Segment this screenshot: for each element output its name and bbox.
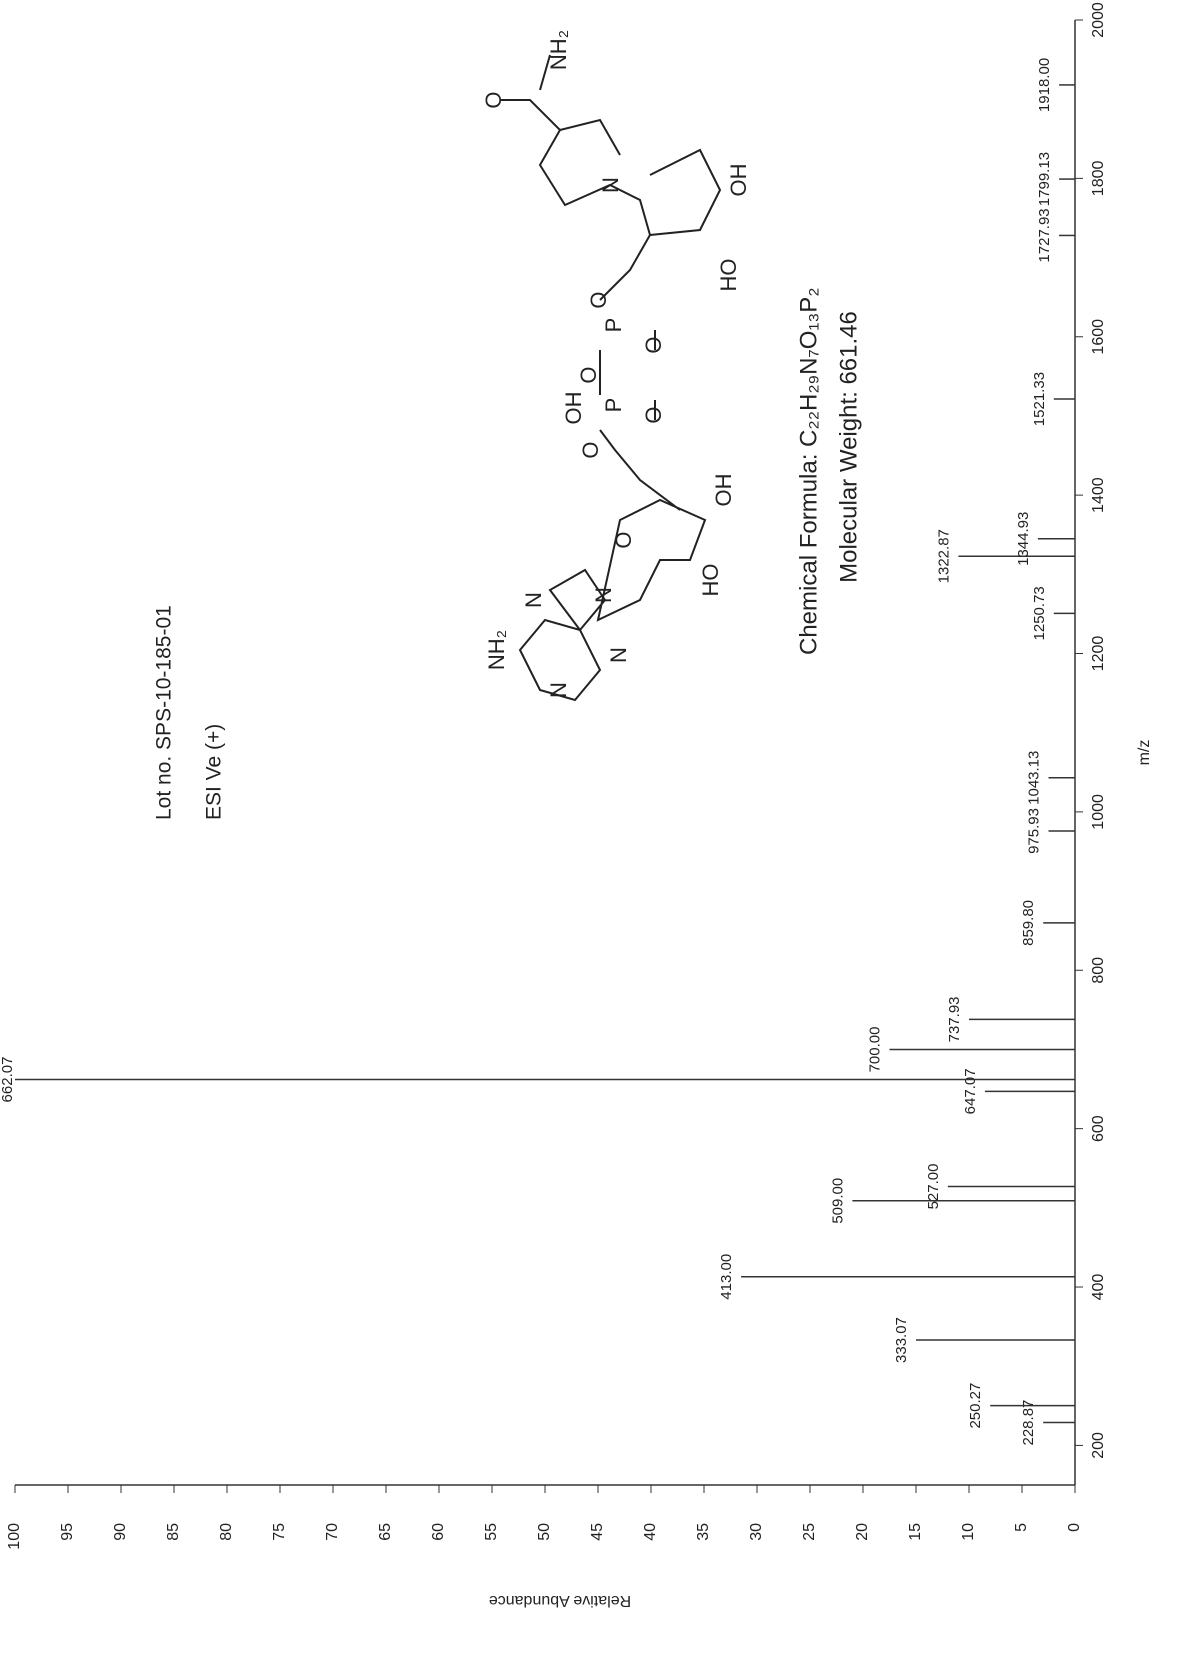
atom-label: N — [598, 177, 623, 193]
y-tick-label: 30 — [748, 1523, 765, 1541]
peak-label: 1322.87 — [935, 529, 952, 583]
y-tick-label: 80 — [218, 1523, 235, 1541]
atom-label: NH₂ — [484, 630, 509, 670]
annotation: ESI Ve (+) — [203, 724, 226, 820]
atom-label: NH₂ — [546, 30, 571, 70]
x-tick-label: 2000 — [1090, 2, 1107, 38]
y-axis-label: Relative Abundance — [489, 1592, 631, 1609]
y-tick-label: 60 — [430, 1523, 447, 1541]
y-tick-label: 15 — [907, 1523, 924, 1541]
peak-label: 228.87 — [1020, 1400, 1037, 1446]
plot: 200 400 600 800 1000 1200 1400 1600 1800 2000 0 5 10… — [0, 2, 1153, 1609]
y-tick-label: 95 — [59, 1523, 76, 1541]
peak-label: 1799.13 — [1036, 152, 1053, 206]
atom-label: O — [586, 291, 611, 308]
y-tick-label: 35 — [695, 1523, 712, 1541]
peak-label: 1521.33 — [1031, 372, 1048, 426]
peak-label: 413.00 — [718, 1254, 735, 1300]
y-tick-label: 100 — [6, 1523, 23, 1550]
peak-label: 1344.93 — [1015, 512, 1032, 566]
x-tick-label: 1000 — [1090, 794, 1107, 830]
y-tick-label: 55 — [483, 1523, 500, 1541]
atom-label: O — [641, 336, 666, 353]
x-tick-label: 800 — [1090, 957, 1107, 984]
annotation: Lot no. SPS-10-185-01 — [153, 605, 176, 820]
atom-label: O — [578, 441, 603, 458]
x-tick-label: 1200 — [1090, 636, 1107, 672]
peak-label: 700.00 — [866, 1027, 883, 1073]
peak-label: 1250.73 — [1031, 586, 1048, 640]
x-tick-label: 1600 — [1090, 319, 1107, 355]
y-tick-label: 90 — [112, 1523, 129, 1541]
atom-label: HO — [698, 564, 723, 597]
atom-label: N — [606, 647, 631, 663]
y-tick-label: 20 — [854, 1523, 871, 1541]
atom-label: OH — [561, 392, 586, 425]
peak-label: 975.93 — [1025, 808, 1042, 854]
y-tick-label: 45 — [589, 1523, 606, 1541]
peak-label: 859.80 — [1020, 900, 1037, 946]
x-tick-label: 400 — [1090, 1274, 1107, 1301]
peak-label: 1043.13 — [1025, 751, 1042, 805]
atom-label: O — [576, 366, 601, 383]
atom-label: O — [481, 91, 506, 108]
peak-label: 333.07 — [893, 1317, 910, 1363]
y-tick-label: 25 — [801, 1523, 818, 1541]
atom-label: OH — [711, 474, 736, 507]
annotation: Chemical Formula: C₂₂H₂₉N₇O₁₃P₂ — [795, 287, 822, 655]
atom-label: O — [611, 531, 636, 548]
y-tick-label: 50 — [536, 1523, 553, 1541]
y-tick-label: 75 — [271, 1523, 288, 1541]
y-tick-label: 40 — [642, 1523, 659, 1541]
atom-label: P — [601, 398, 626, 413]
peak-label: 1727.93 — [1036, 208, 1053, 262]
atom-label: P — [601, 318, 626, 333]
y-tick-label: 5 — [1013, 1523, 1030, 1532]
x-tick-label: 200 — [1090, 1432, 1107, 1459]
atom-label: N — [591, 587, 616, 603]
peak-label: 647.07 — [962, 1068, 979, 1114]
atom-label: N — [521, 592, 546, 608]
atom-label: N — [546, 682, 571, 698]
atom-label: HO — [716, 259, 741, 292]
atom-label: OH — [726, 164, 751, 197]
peak-label: 509.00 — [829, 1178, 846, 1224]
peak-label: 662.07 — [0, 1057, 16, 1103]
y-tick-label: 10 — [960, 1523, 977, 1541]
x-tick-label: 600 — [1090, 1115, 1107, 1142]
y-tick-label: 0 — [1066, 1523, 1083, 1532]
y-tick-label: 65 — [377, 1523, 394, 1541]
peak-label: 527.00 — [925, 1164, 942, 1210]
peak-label: 250.27 — [967, 1383, 984, 1429]
peak-label: 1918.00 — [1036, 58, 1053, 112]
x-tick-label: 1400 — [1090, 477, 1107, 513]
y-tick-label: 85 — [165, 1523, 182, 1541]
bonds — [500, 54, 722, 702]
y-tick-label: 70 — [324, 1523, 341, 1541]
x-tick-label: 1800 — [1090, 160, 1107, 196]
atom-label: O — [641, 406, 666, 423]
x-axis-label: m/z — [1136, 740, 1153, 766]
annotation: Molecular Weight: 661.46 — [835, 311, 862, 583]
peak-label: 737.93 — [946, 996, 963, 1042]
